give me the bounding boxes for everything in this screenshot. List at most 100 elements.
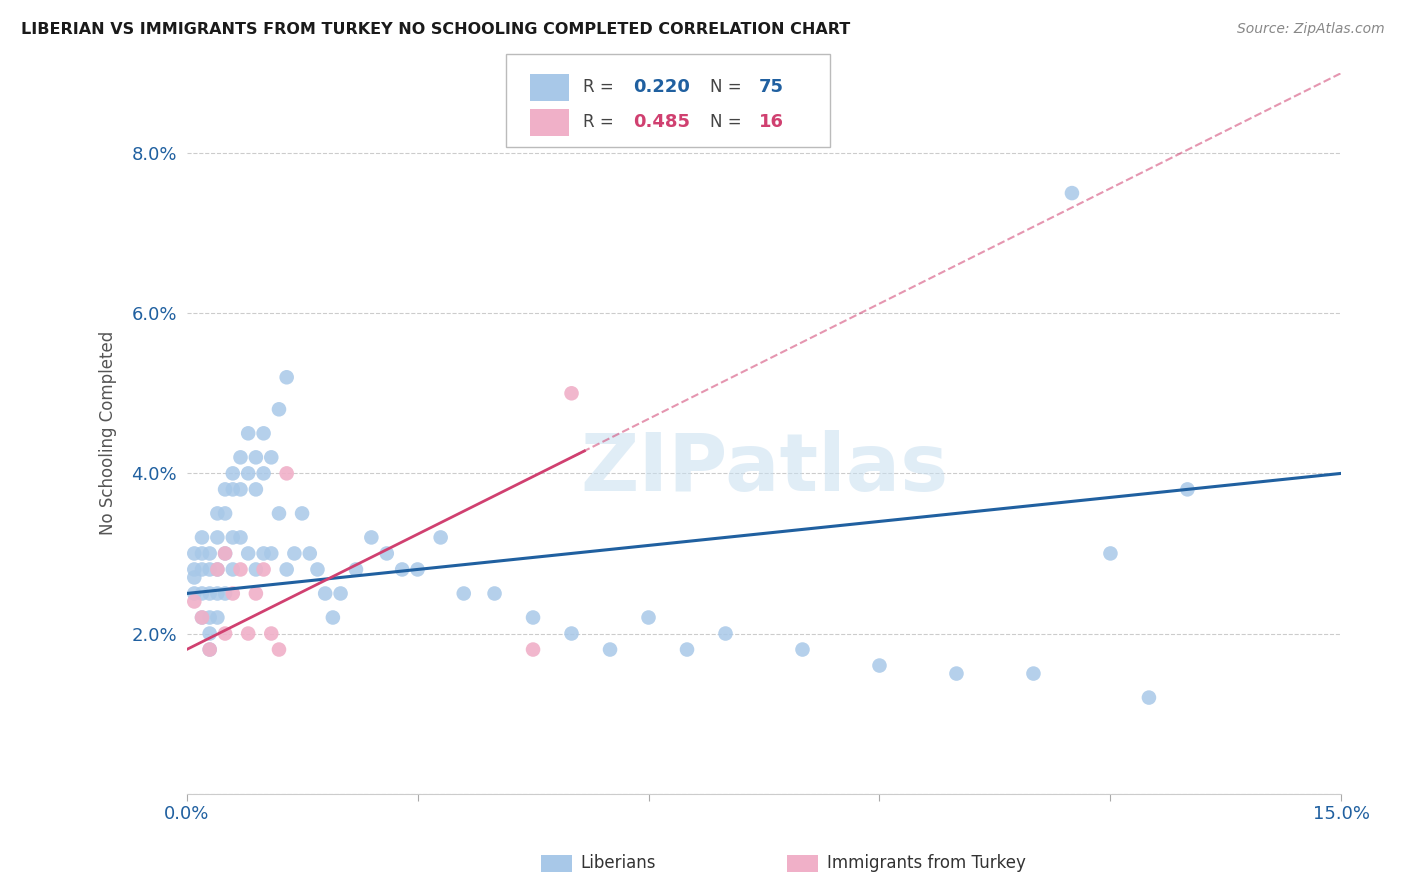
Point xyxy=(222,562,245,576)
Point xyxy=(522,642,544,657)
Point xyxy=(191,610,214,624)
Point xyxy=(214,546,236,560)
Point xyxy=(298,546,321,560)
Point xyxy=(792,642,814,657)
Point xyxy=(344,562,367,576)
Point xyxy=(599,642,621,657)
Point xyxy=(329,586,352,600)
Point xyxy=(267,507,290,521)
Point xyxy=(229,530,252,544)
Point xyxy=(406,562,429,576)
Text: 0.220: 0.220 xyxy=(633,78,689,96)
Point xyxy=(207,507,229,521)
Point xyxy=(276,467,298,481)
Point xyxy=(183,586,205,600)
Point xyxy=(522,610,544,624)
Point xyxy=(291,507,314,521)
Point xyxy=(276,370,298,384)
Point xyxy=(245,483,267,497)
Point xyxy=(198,562,221,576)
Point xyxy=(183,570,205,584)
Text: 16: 16 xyxy=(759,113,785,131)
Point xyxy=(207,562,229,576)
Point xyxy=(484,586,506,600)
Point xyxy=(222,467,245,481)
Point xyxy=(198,626,221,640)
Point xyxy=(207,586,229,600)
Point xyxy=(1060,186,1083,200)
Point xyxy=(207,610,229,624)
Point xyxy=(260,626,283,640)
Point xyxy=(307,562,329,576)
Point xyxy=(198,642,221,657)
Point xyxy=(676,642,699,657)
Point xyxy=(214,626,236,640)
Point xyxy=(222,530,245,544)
Point xyxy=(198,610,221,624)
Point xyxy=(637,610,659,624)
Point xyxy=(945,666,967,681)
Point xyxy=(252,467,274,481)
Point xyxy=(375,546,398,560)
Point xyxy=(191,546,214,560)
Text: LIBERIAN VS IMMIGRANTS FROM TURKEY NO SCHOOLING COMPLETED CORRELATION CHART: LIBERIAN VS IMMIGRANTS FROM TURKEY NO SC… xyxy=(21,22,851,37)
Point xyxy=(267,642,290,657)
Point xyxy=(238,467,260,481)
Point xyxy=(214,586,236,600)
Point xyxy=(1099,546,1122,560)
Text: 0.485: 0.485 xyxy=(633,113,690,131)
Y-axis label: No Schooling Completed: No Schooling Completed xyxy=(100,331,117,535)
Point xyxy=(214,546,236,560)
Point xyxy=(360,530,382,544)
Point xyxy=(214,483,236,497)
Point xyxy=(252,426,274,441)
Point xyxy=(183,594,205,608)
Point xyxy=(714,626,737,640)
Point xyxy=(191,610,214,624)
Point xyxy=(322,610,344,624)
Point xyxy=(198,546,221,560)
Text: R =: R = xyxy=(583,78,620,96)
Point xyxy=(276,562,298,576)
Point xyxy=(191,530,214,544)
Point xyxy=(207,562,229,576)
Point xyxy=(869,658,891,673)
Text: R =: R = xyxy=(583,113,620,131)
Point xyxy=(260,450,283,465)
Point xyxy=(314,586,336,600)
Text: N =: N = xyxy=(710,78,747,96)
Point xyxy=(183,562,205,576)
Point xyxy=(429,530,451,544)
Point xyxy=(229,483,252,497)
Point xyxy=(191,586,214,600)
Point xyxy=(183,546,205,560)
Text: Liberians: Liberians xyxy=(581,855,657,872)
Point xyxy=(391,562,413,576)
Text: 75: 75 xyxy=(759,78,785,96)
Point xyxy=(198,586,221,600)
Point xyxy=(283,546,305,560)
Point xyxy=(1022,666,1045,681)
Point xyxy=(229,450,252,465)
Text: Immigrants from Turkey: Immigrants from Turkey xyxy=(827,855,1025,872)
Point xyxy=(229,562,252,576)
Text: N =: N = xyxy=(710,113,747,131)
Point xyxy=(245,586,267,600)
Point xyxy=(1137,690,1160,705)
Point xyxy=(1177,483,1199,497)
Point xyxy=(238,426,260,441)
Point xyxy=(267,402,290,417)
Point xyxy=(222,586,245,600)
Text: ZIPatlas: ZIPatlas xyxy=(579,430,948,508)
Point xyxy=(214,507,236,521)
Point xyxy=(260,546,283,560)
Point xyxy=(245,562,267,576)
Point xyxy=(222,483,245,497)
Point xyxy=(560,386,582,401)
Point xyxy=(252,546,274,560)
Point xyxy=(252,562,274,576)
Point xyxy=(191,562,214,576)
Point xyxy=(453,586,475,600)
Text: Source: ZipAtlas.com: Source: ZipAtlas.com xyxy=(1237,22,1385,37)
Point xyxy=(560,626,582,640)
